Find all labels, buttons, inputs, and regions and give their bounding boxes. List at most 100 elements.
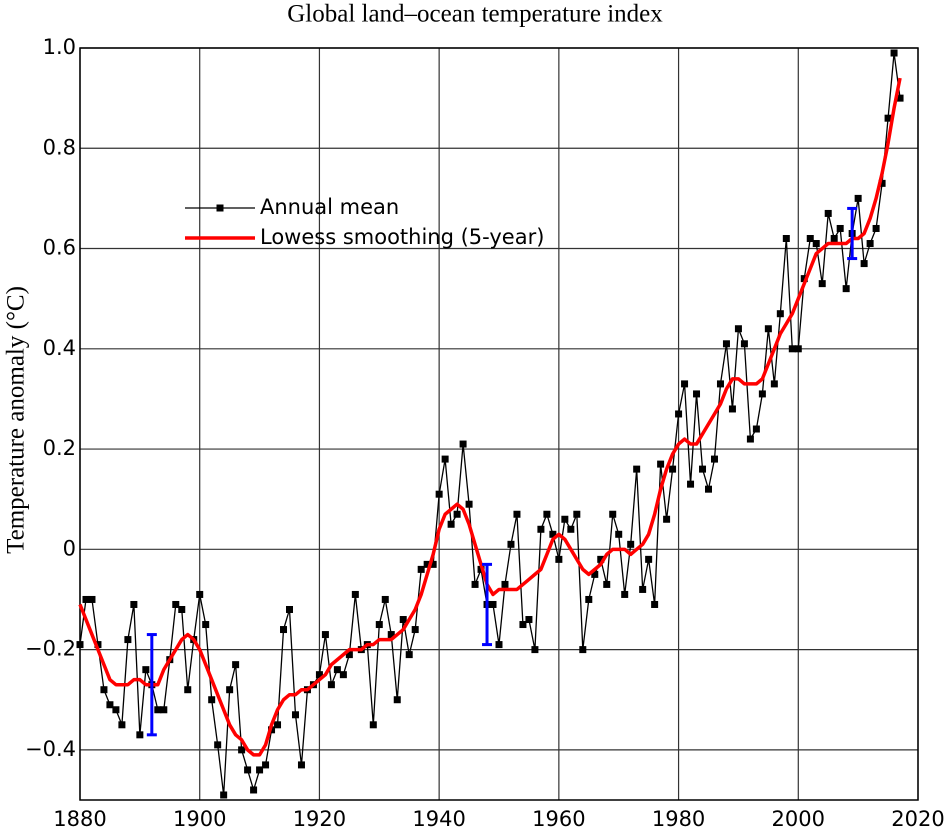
y-axis-title: Temperature anomaly (°C) bbox=[3, 286, 30, 554]
data-point bbox=[776, 310, 784, 318]
data-point bbox=[214, 741, 222, 749]
data-point bbox=[621, 590, 629, 598]
data-point bbox=[884, 114, 892, 122]
data-point bbox=[142, 666, 150, 674]
data-point bbox=[842, 285, 850, 293]
data-point bbox=[351, 590, 359, 598]
data-point bbox=[693, 390, 701, 398]
data-point bbox=[615, 530, 623, 538]
x-tick-label: 1980 bbox=[652, 807, 705, 831]
data-point bbox=[82, 595, 90, 603]
legend-label: Annual mean bbox=[260, 195, 399, 219]
y-tick-label: 0.8 bbox=[43, 135, 76, 159]
data-point bbox=[220, 791, 228, 799]
data-point bbox=[465, 500, 473, 508]
data-point bbox=[800, 275, 808, 283]
data-point bbox=[639, 585, 647, 593]
y-tick-label: −0.2 bbox=[25, 637, 76, 661]
data-point bbox=[746, 435, 754, 443]
data-point bbox=[202, 621, 210, 629]
data-point bbox=[782, 235, 790, 243]
data-point bbox=[866, 240, 874, 248]
data-point bbox=[728, 405, 736, 413]
x-tick-label: 1920 bbox=[293, 807, 346, 831]
x-tick-label: 1940 bbox=[412, 807, 465, 831]
data-point bbox=[722, 340, 730, 348]
data-point bbox=[836, 224, 844, 232]
data-point bbox=[824, 209, 832, 217]
y-tick-label: 0.6 bbox=[43, 236, 76, 260]
data-point bbox=[513, 510, 521, 518]
data-point bbox=[531, 646, 539, 654]
data-point bbox=[740, 340, 748, 348]
data-point bbox=[788, 345, 796, 353]
data-point bbox=[118, 721, 126, 729]
data-point bbox=[399, 616, 407, 624]
data-point bbox=[136, 731, 144, 739]
data-point bbox=[806, 235, 814, 243]
data-point bbox=[591, 570, 599, 578]
legend-marker bbox=[216, 204, 224, 212]
data-point bbox=[573, 510, 581, 518]
data-point bbox=[537, 525, 545, 533]
data-point bbox=[501, 580, 509, 588]
data-point bbox=[375, 621, 383, 629]
data-point bbox=[262, 761, 270, 769]
x-tick-label: 1900 bbox=[173, 807, 226, 831]
data-point bbox=[579, 646, 587, 654]
data-point bbox=[657, 460, 665, 468]
data-point bbox=[315, 671, 323, 679]
data-point bbox=[393, 696, 401, 704]
data-point bbox=[423, 560, 431, 568]
data-point bbox=[256, 766, 264, 774]
data-point bbox=[764, 325, 772, 333]
data-point bbox=[896, 94, 904, 102]
data-point bbox=[567, 525, 575, 533]
data-point bbox=[280, 626, 288, 634]
x-tick-label: 1960 bbox=[532, 807, 585, 831]
data-point bbox=[710, 455, 718, 463]
data-point bbox=[154, 706, 162, 714]
data-point bbox=[297, 761, 305, 769]
data-point bbox=[124, 636, 132, 644]
x-tick-label: 2000 bbox=[772, 807, 825, 831]
data-point bbox=[130, 600, 138, 608]
data-point bbox=[878, 179, 886, 187]
data-point bbox=[495, 641, 503, 649]
data-point bbox=[381, 595, 389, 603]
data-point bbox=[489, 600, 497, 608]
data-point bbox=[555, 555, 563, 563]
x-tick-label: 2020 bbox=[891, 807, 944, 831]
data-point bbox=[441, 455, 449, 463]
data-point bbox=[387, 631, 395, 639]
data-point bbox=[734, 325, 742, 333]
data-point bbox=[651, 600, 659, 608]
data-point bbox=[112, 706, 120, 714]
data-point bbox=[196, 590, 204, 598]
data-point bbox=[758, 390, 766, 398]
data-point bbox=[699, 465, 707, 473]
data-point bbox=[369, 721, 377, 729]
data-point bbox=[435, 490, 443, 498]
data-point bbox=[818, 280, 826, 288]
data-point bbox=[106, 701, 114, 709]
data-point bbox=[585, 595, 593, 603]
data-point bbox=[291, 711, 299, 719]
data-point bbox=[274, 721, 282, 729]
data-point bbox=[663, 515, 671, 523]
data-point bbox=[286, 605, 293, 613]
data-point bbox=[794, 345, 802, 353]
y-tick-label: 0.2 bbox=[43, 436, 76, 460]
data-point bbox=[854, 194, 862, 202]
data-point bbox=[872, 224, 880, 232]
data-point bbox=[244, 766, 252, 774]
data-point bbox=[543, 510, 551, 518]
data-point bbox=[830, 235, 838, 243]
data-point bbox=[172, 600, 180, 608]
data-point bbox=[669, 465, 677, 473]
data-point bbox=[812, 240, 820, 248]
data-point bbox=[178, 605, 186, 613]
data-point bbox=[459, 440, 467, 448]
series-line bbox=[79, 52, 901, 796]
